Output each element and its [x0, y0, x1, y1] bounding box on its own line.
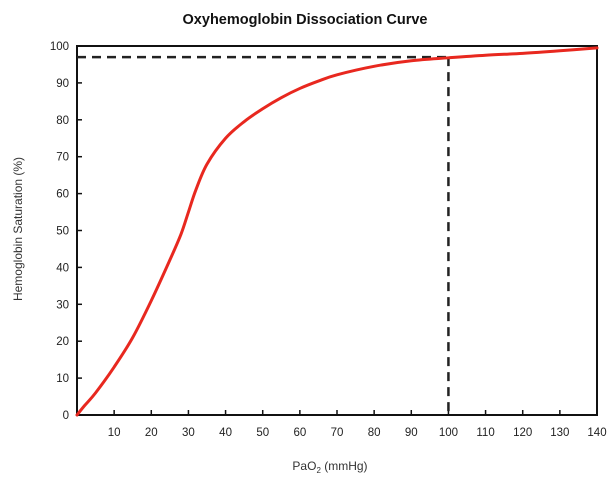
y-tick-label: 20 — [56, 336, 69, 348]
x-axis-label-main: PaO — [292, 459, 316, 473]
x-tick-label: 30 — [182, 427, 195, 439]
x-tick-label: 40 — [219, 427, 232, 439]
plot-area: 0 10 20 30 40 50 60 70 80 90 100 10 20 30 40 50 60 70 80 90… — [50, 41, 607, 439]
x-tick-label: 120 — [513, 427, 532, 439]
x-tick-label: 50 — [256, 427, 269, 439]
x-tick-label: 110 — [476, 427, 494, 439]
x-axis-label-subscript: 2 — [316, 466, 321, 475]
x-tick-label: 20 — [145, 427, 158, 439]
saturation-curve — [75, 46, 599, 417]
x-tick-label: 90 — [405, 427, 418, 439]
y-tick-label: 80 — [56, 115, 69, 127]
chart-title: Oxyhemoglobin Dissociation Curve — [183, 12, 428, 28]
y-tick-label: 60 — [56, 189, 69, 201]
x-tick-label: 100 — [439, 427, 458, 439]
y-tick-label: 50 — [56, 226, 69, 238]
y-tick-label: 100 — [50, 41, 69, 53]
x-tick-label: 70 — [331, 427, 344, 439]
x-tick-label: 80 — [368, 427, 381, 439]
x-axis-label-unit: (mmHg) — [321, 459, 368, 473]
y-tick-label: 40 — [56, 262, 69, 274]
y-tick-label: 0 — [63, 410, 69, 422]
x-tick-label: 130 — [550, 427, 569, 439]
y-tick-label: 90 — [56, 78, 69, 90]
y-tick-label: 30 — [56, 299, 69, 311]
y-axis-label: Hemoglobin Saturation (%) — [11, 157, 25, 301]
x-tick-label: 140 — [587, 427, 606, 439]
x-tick-label: 10 — [108, 427, 121, 439]
x-axis-label: PaO2 (mmHg) — [292, 459, 367, 475]
y-tick-label: 10 — [56, 373, 69, 385]
y-tick-label: 70 — [56, 152, 69, 164]
x-tick-label: 60 — [293, 427, 306, 439]
plot-frame — [76, 45, 598, 416]
